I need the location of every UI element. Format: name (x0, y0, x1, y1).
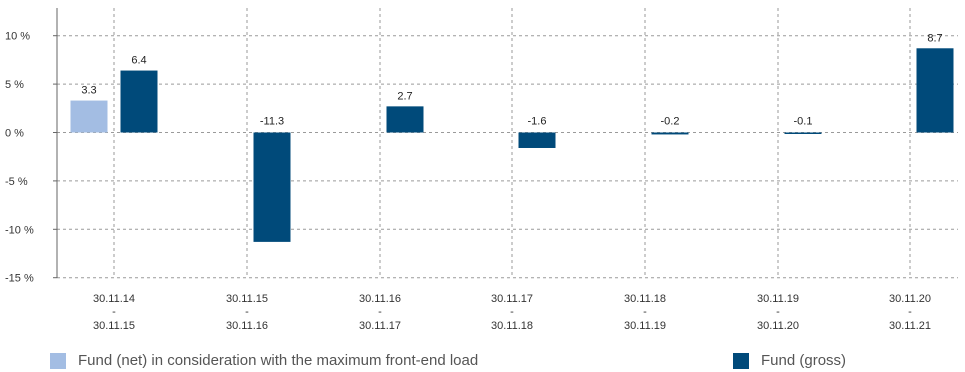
x-tick-label-sep: - (378, 306, 382, 318)
y-tick-label: -10 % (5, 224, 34, 236)
x-tick-label-from: 30.11.15 (226, 293, 268, 305)
x-tick-label-from: 30.11.17 (491, 293, 533, 305)
x-tick-label-to: 30.11.16 (226, 320, 268, 332)
bar-net (70, 100, 108, 133)
x-tick-label-sep: - (908, 306, 912, 318)
bar-gross (651, 132, 689, 135)
legend-item-gross: Fund (gross) (733, 352, 846, 369)
legend-label-net: Fund (net) in consideration with the max… (78, 352, 479, 369)
y-tick-label: -5 % (5, 176, 28, 188)
bar-gross (120, 70, 158, 133)
y-tick-label: 10 % (5, 31, 30, 43)
x-tick-label-to: 30.11.18 (491, 320, 533, 332)
y-tick-label: 0 % (5, 128, 24, 140)
x-tick-label-from: 30.11.18 (624, 293, 666, 305)
data-label-gross: -11.3 (260, 116, 284, 128)
bar-gross (253, 132, 291, 242)
x-tick-label-to: 30.11.17 (359, 320, 401, 332)
x-tick-label-from: 30.11.14 (93, 293, 135, 305)
x-tick-label-to: 30.11.20 (757, 320, 799, 332)
x-tick-label-to: 30.11.19 (624, 320, 666, 332)
x-tick-label-sep: - (510, 306, 514, 318)
bar-gross (784, 132, 822, 134)
data-label-gross: -1.6 (528, 116, 547, 128)
legend-label-gross: Fund (gross) (761, 352, 847, 369)
y-tick-label: 5 % (5, 79, 24, 91)
y-tick-label: -15 % (5, 273, 34, 285)
data-label-net: 3.3 (81, 85, 96, 97)
x-tick-label-from: 30.11.20 (889, 293, 931, 305)
legend-swatch-net (50, 352, 66, 369)
data-label-gross: 2.7 (397, 90, 412, 102)
x-tick-label-from: 30.11.19 (757, 293, 799, 305)
x-tick-label-sep: - (112, 306, 116, 318)
legend-item-net: Fund (net) in consideration with the max… (50, 352, 478, 369)
x-tick-label-sep: - (245, 306, 249, 318)
x-tick-label-sep: - (643, 306, 647, 318)
data-label-gross: 6.4 (131, 55, 146, 67)
x-tick-label-from: 30.11.16 (359, 293, 401, 305)
bar-chart: 10 % 5 % 0 % -5 % -10 % -15 % 3.3 6.4 -11.3 2.7 -1… (5, 8, 958, 332)
x-tick-label-to: 30.11.15 (93, 320, 135, 332)
x-tick-label-sep: - (776, 306, 780, 318)
data-label-gross: 8.7 (927, 32, 942, 44)
x-tick-label-to: 30.11.21 (889, 320, 931, 332)
data-label-gross: -0.1 (794, 116, 813, 128)
bar-gross (518, 132, 556, 148)
data-label-gross: -0.2 (661, 116, 680, 128)
bar-gross (916, 48, 954, 133)
bar-gross (386, 106, 424, 133)
legend-swatch-gross (733, 352, 749, 369)
